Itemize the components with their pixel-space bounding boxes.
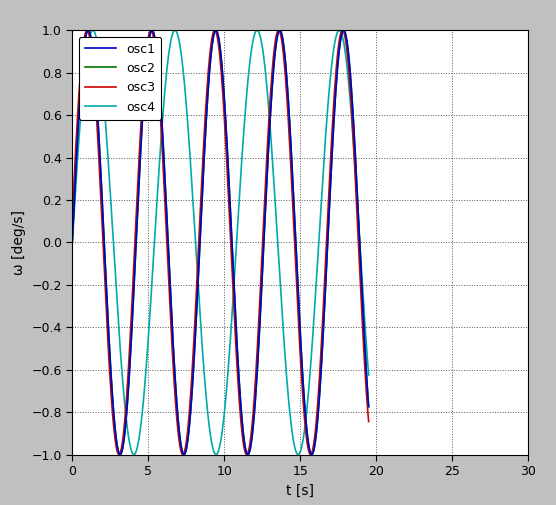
osc2 — [245, 451, 251, 458]
osc2 — [182, 448, 189, 454]
Line: osc2: osc2 — [72, 30, 369, 455]
osc4 — [172, 27, 178, 33]
osc1 — [365, 403, 372, 410]
osc1 — [120, 439, 127, 445]
osc2 — [212, 27, 219, 33]
osc2 — [360, 309, 366, 315]
osc3 — [339, 27, 346, 33]
osc4 — [120, 390, 127, 396]
osc3 — [120, 429, 127, 435]
osc2 — [120, 439, 127, 445]
osc3 — [307, 451, 314, 458]
osc4 — [69, 239, 76, 245]
osc4 — [295, 451, 301, 458]
Legend: osc1, osc2, osc3, osc4: osc1, osc2, osc3, osc4 — [78, 36, 161, 120]
osc1 — [245, 451, 251, 458]
osc2 — [103, 278, 110, 284]
osc4 — [196, 293, 202, 299]
osc4 — [183, 98, 190, 105]
osc1 — [327, 170, 334, 176]
osc1 — [103, 278, 110, 284]
Line: osc1: osc1 — [72, 30, 369, 455]
osc2 — [69, 239, 76, 245]
osc1 — [360, 309, 366, 315]
osc3 — [69, 214, 76, 220]
osc3 — [327, 148, 334, 155]
Line: osc4: osc4 — [72, 30, 369, 455]
osc4 — [327, 68, 334, 74]
osc3 — [360, 332, 366, 338]
osc3 — [182, 441, 189, 447]
osc4 — [360, 291, 366, 297]
osc1 — [212, 27, 219, 33]
Y-axis label: ω [deg/s]: ω [deg/s] — [12, 210, 26, 275]
X-axis label: t [s]: t [s] — [286, 483, 314, 497]
osc1 — [195, 265, 202, 271]
osc3 — [103, 303, 110, 309]
osc4 — [103, 127, 110, 133]
osc2 — [327, 170, 334, 176]
osc1 — [182, 448, 189, 454]
osc3 — [365, 419, 372, 425]
Line: osc3: osc3 — [72, 30, 369, 455]
osc2 — [195, 265, 202, 271]
osc1 — [69, 239, 76, 245]
osc2 — [365, 403, 372, 410]
osc3 — [195, 239, 202, 245]
osc4 — [365, 372, 372, 378]
